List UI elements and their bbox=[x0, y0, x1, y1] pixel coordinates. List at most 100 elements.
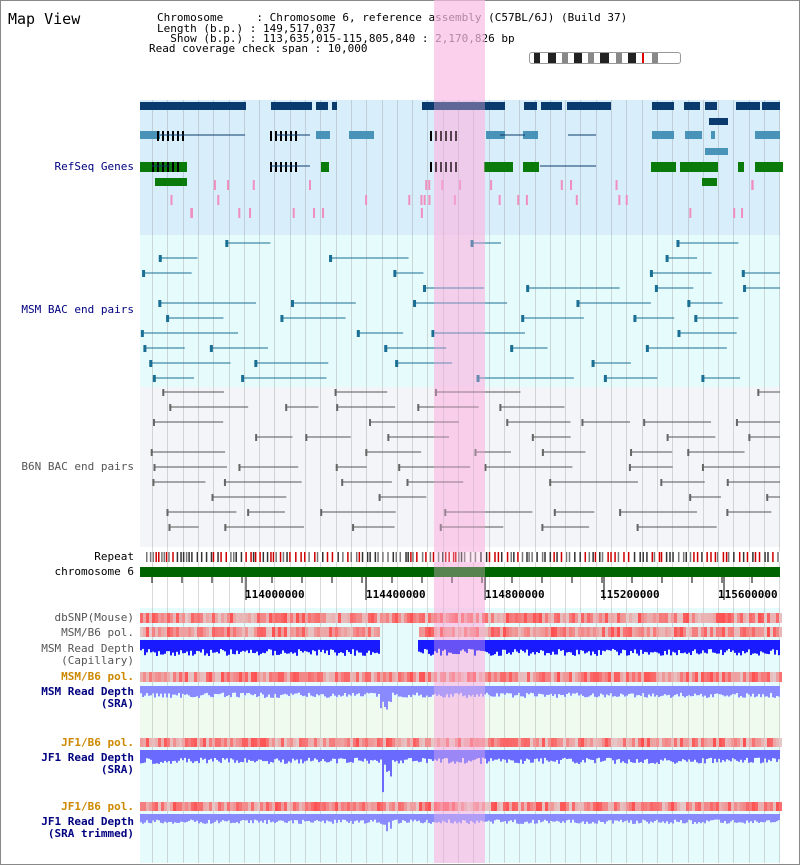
pol-heat-cell bbox=[221, 672, 224, 682]
msm-depth-capillary-label[interactable]: MSM Read Depth (Capillary) bbox=[41, 642, 134, 667]
repeat-mark bbox=[361, 552, 364, 562]
depth-bar bbox=[478, 640, 480, 651]
exon-mark bbox=[275, 162, 277, 172]
depth-bar bbox=[668, 640, 670, 650]
msm-bac-label[interactable]: MSM BAC end pairs bbox=[21, 303, 134, 316]
exon-mark bbox=[290, 162, 292, 172]
chromosome-ideogram[interactable] bbox=[529, 52, 681, 64]
depth-bar bbox=[756, 814, 758, 822]
repeat-mark bbox=[429, 552, 432, 562]
gene-block bbox=[321, 162, 329, 172]
depth-bar bbox=[478, 814, 480, 823]
snp-mark bbox=[569, 180, 572, 190]
pol-heat-cell bbox=[320, 613, 323, 623]
depth-bar bbox=[558, 640, 560, 650]
depth-bar bbox=[740, 640, 742, 656]
repeat-mark bbox=[410, 552, 412, 562]
depth-bar bbox=[354, 686, 356, 696]
depth-bar bbox=[346, 750, 348, 763]
pol-heat-cell bbox=[548, 672, 551, 682]
pol-heat-cell bbox=[341, 613, 344, 623]
msm-depth-sra-label[interactable]: MSM Read Depth (SRA) bbox=[41, 685, 134, 710]
depth-bar bbox=[612, 750, 614, 761]
depth-bar bbox=[472, 814, 474, 823]
pol-heat-cell bbox=[536, 672, 539, 682]
depth-bar bbox=[434, 640, 436, 652]
depth-bar bbox=[270, 686, 272, 698]
depth-bar bbox=[304, 640, 306, 651]
pol-heat-cell bbox=[164, 613, 167, 623]
jf1-b6-pol-2-label[interactable]: JF1/B6 pol. bbox=[61, 800, 134, 813]
pol-heat-cell bbox=[347, 627, 350, 637]
jf1-depth-sra-label[interactable]: JF1 Read Depth (SRA) bbox=[41, 751, 134, 776]
pol-heat-cell bbox=[467, 672, 470, 682]
repeat-label[interactable]: Repeat bbox=[94, 550, 134, 563]
pol-heat-cell bbox=[218, 738, 221, 747]
depth-bar bbox=[740, 750, 742, 760]
depth-bar bbox=[198, 814, 200, 824]
depth-bar bbox=[328, 814, 330, 822]
depth-bar bbox=[604, 640, 606, 652]
msm-b6-pol-label[interactable]: MSM/B6 pol. bbox=[61, 626, 134, 639]
pol-heat-cell bbox=[431, 672, 434, 682]
depth-bar bbox=[358, 814, 360, 823]
depth-bar bbox=[430, 750, 432, 760]
refseq-label[interactable]: RefSeq Genes bbox=[54, 160, 134, 173]
depth-bar bbox=[186, 640, 188, 652]
repeat-mark bbox=[452, 552, 455, 562]
depth-bar bbox=[644, 686, 646, 698]
bac-end bbox=[757, 389, 760, 396]
pol-heat-cell bbox=[557, 627, 560, 637]
b6n-bac-label[interactable]: B6N BAC end pairs bbox=[21, 460, 134, 473]
depth-bar bbox=[574, 750, 576, 764]
pol-heat-cell bbox=[611, 738, 614, 747]
gene-block bbox=[332, 102, 337, 110]
depth-bar bbox=[314, 814, 316, 821]
depth-bar bbox=[458, 814, 460, 822]
pol-heat-cell bbox=[761, 802, 764, 811]
pol-heat-cell bbox=[476, 672, 479, 682]
pol-heat-cell bbox=[620, 802, 623, 811]
bac-end bbox=[166, 509, 169, 516]
depth-bar bbox=[346, 814, 348, 822]
msm-b6-pol-sra-label[interactable]: MSM/B6 pol. bbox=[61, 670, 134, 683]
jf1-b6-pol-label[interactable]: JF1/B6 pol. bbox=[61, 736, 134, 749]
pol-heat-cell bbox=[503, 627, 506, 637]
pol-heat-cell bbox=[671, 738, 674, 747]
dbsnp-label[interactable]: dbSNP(Mouse) bbox=[54, 611, 134, 624]
bac-end bbox=[666, 434, 669, 441]
pol-heat-cell bbox=[347, 672, 350, 682]
depth-bar bbox=[444, 640, 446, 650]
repeat-mark bbox=[382, 552, 384, 562]
pol-heat-cell bbox=[266, 738, 269, 747]
depth-bar bbox=[386, 814, 388, 832]
depth-bar bbox=[668, 814, 670, 824]
repeat-track bbox=[140, 552, 780, 562]
pol-heat-cell bbox=[176, 672, 179, 682]
pol-heat-cell bbox=[188, 613, 191, 623]
depth-bar bbox=[202, 814, 204, 824]
depth-bar bbox=[588, 686, 590, 697]
depth-bar bbox=[488, 640, 490, 654]
pol-heat-cell bbox=[647, 672, 650, 682]
depth-bar bbox=[768, 814, 770, 821]
pol-heat-cell bbox=[722, 613, 725, 623]
depth-bar bbox=[596, 640, 598, 656]
repeat-mark bbox=[220, 552, 222, 562]
pol-heat-cell bbox=[644, 613, 647, 623]
depth-bar bbox=[466, 750, 468, 763]
pol-heat-cell bbox=[521, 802, 524, 811]
depth-bar bbox=[370, 814, 372, 821]
depth-bar bbox=[298, 814, 300, 824]
highlight-region[interactable] bbox=[434, 0, 485, 863]
pol-heat-cell bbox=[512, 627, 515, 637]
pol-heat-cell bbox=[764, 802, 767, 811]
pol-heat-cell bbox=[476, 802, 479, 811]
depth-bar bbox=[604, 750, 606, 761]
pol-heat-cell bbox=[710, 627, 713, 637]
depth-bar bbox=[676, 814, 678, 822]
pol-heat-cell bbox=[683, 627, 686, 637]
jf1-depth-trimmed-label[interactable]: JF1 Read Depth (SRA trimmed) bbox=[41, 815, 134, 840]
depth-bar bbox=[420, 640, 422, 653]
